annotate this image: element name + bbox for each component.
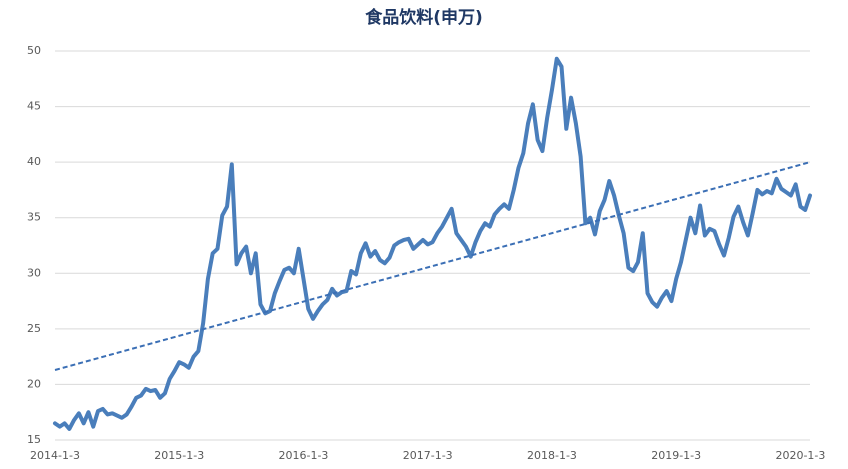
x-tick-label: 2020-1-3 — [775, 449, 825, 462]
y-tick-label: 30 — [27, 266, 41, 279]
y-tick-label: 45 — [27, 100, 41, 113]
x-tick-label: 2014-1-3 — [30, 449, 80, 462]
y-tick-label: 15 — [27, 433, 41, 446]
y-tick-label: 35 — [27, 211, 41, 224]
x-tick-label: 2016-1-3 — [279, 449, 329, 462]
data-line — [53, 56, 812, 431]
trend-line — [54, 161, 811, 371]
chart-title: 食品饮料(申万) — [365, 7, 483, 28]
y-tick-label: 40 — [27, 155, 41, 168]
x-tick-label: 2015-1-3 — [154, 449, 204, 462]
y-tick-label: 20 — [27, 377, 41, 390]
x-tick-label: 2018-1-3 — [527, 449, 577, 462]
y-tick-label: 25 — [27, 322, 41, 335]
y-tick-label: 50 — [27, 44, 41, 57]
x-tick-label: 2019-1-3 — [651, 449, 701, 462]
x-tick-label: 2017-1-3 — [403, 449, 453, 462]
